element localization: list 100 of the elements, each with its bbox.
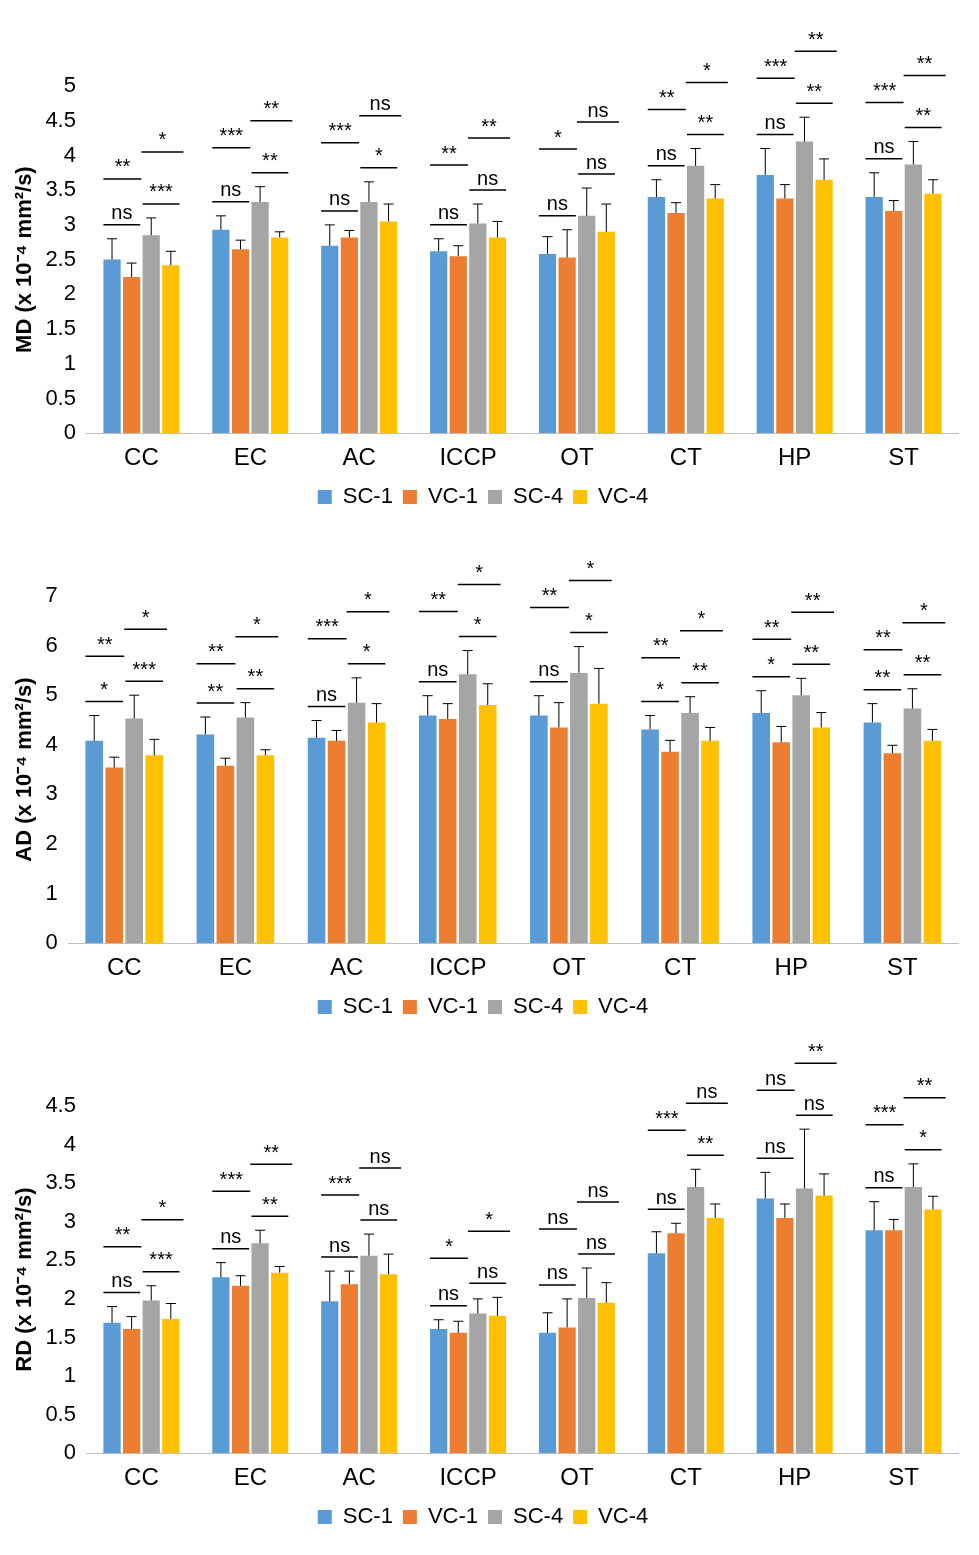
bar [271,1272,289,1454]
x-tick-label: CC [124,443,159,471]
legend-label: VC-1 [427,993,478,1019]
annotation: ** [263,97,280,120]
bar [307,737,326,944]
annotation: ** [915,104,932,127]
bar [904,164,922,434]
x-tick-label: EC [218,953,253,981]
annotation: ns [655,142,677,165]
text: ns [696,1079,718,1102]
bar [123,1328,141,1454]
y-tick-label: 3 [63,210,76,236]
x-tick-label: ICCP [429,953,487,981]
y-axis-title: MD (x 10⁻⁴ mm²/s) [11,166,37,353]
bar [558,1327,576,1454]
annotation: ** [914,651,931,674]
bar [142,235,160,434]
annotation: ns [873,1164,895,1187]
y-tick-label: 5 [45,681,58,707]
bar [162,1318,180,1454]
bar [795,1188,814,1454]
x-tick-label: ST [888,443,920,471]
annotation: ns [546,1261,568,1284]
y-axis-title: AD (x 10⁻⁴ mm²/s) [11,677,37,862]
bar [103,1322,121,1454]
bar [647,197,666,434]
annotation: ** [692,659,709,682]
bar [904,1187,922,1454]
annotation: * [141,605,150,628]
y-tick-label: 0.5 [45,384,76,410]
text: *** [763,54,788,77]
annotation: ** [262,149,278,172]
bar [578,1298,596,1454]
bar [776,1217,794,1454]
annotation: ns [437,1282,460,1305]
annotation: ** [97,632,113,655]
bar [142,1300,160,1454]
bar [530,715,548,944]
annotation: * [158,128,167,151]
bar [538,1332,557,1454]
annotation: * [485,1207,494,1230]
annotation: *** [149,180,173,203]
x-tick-label: AC [329,953,364,981]
annotation: *** [328,1171,353,1194]
bar [231,249,250,434]
legend-label: VC-4 [598,483,649,509]
bar [125,718,144,944]
bar [321,1301,339,1454]
bar [903,708,922,944]
bar [686,1187,705,1454]
text: ** [807,1039,824,1062]
annotation: ns [437,201,460,224]
text: * [586,557,595,580]
annotation: * [919,1126,928,1149]
bar [756,1198,774,1454]
bar [321,245,339,434]
x-tick-label: ST [887,953,919,981]
bar [792,695,811,944]
x-tick-label: CT [664,953,697,981]
annotation: ns [873,135,895,158]
bar [772,742,791,944]
text: ns [765,1066,787,1089]
y-tick-label: 0 [45,929,58,955]
bar [360,1255,378,1454]
text: ** [916,52,933,75]
annotation: ** [697,111,714,134]
bar [231,1285,250,1454]
bar [701,740,719,944]
y-tick-label: 0 [63,419,76,445]
bar [756,174,774,434]
x-tick-label: EC [233,443,267,471]
bar [795,141,814,434]
y-axis-title: RD (x 10⁻⁴ mm²/s) [11,1187,37,1372]
text: * [702,59,711,82]
y-tick-label: 0.5 [45,1400,76,1426]
bar [85,740,104,944]
annotation: ns [368,1196,390,1219]
annotation: * [473,613,482,636]
legend-label: SC-4 [513,993,564,1019]
legend-label: SC-1 [342,1503,393,1529]
x-tick-label: AC [342,443,376,471]
annotation: ns [477,1259,499,1282]
bar [924,1209,942,1454]
y-tick-label: 4 [45,730,58,756]
legend-label: VC-1 [427,1503,478,1529]
annotation: ** [541,584,558,607]
annotation: ns [803,1091,825,1114]
bar [438,719,457,944]
bar [212,1277,230,1454]
annotation: *** [219,124,244,147]
text: * [475,561,484,584]
annotation: ns [764,1134,786,1157]
bar [597,231,615,434]
bar [271,237,289,434]
x-tick-label: ST [888,1463,920,1491]
annotation: ns [655,1185,677,1208]
x-tick-label: CT [669,1463,703,1491]
annotation: ns [477,166,499,189]
bar [251,1243,269,1454]
bar [812,727,831,944]
